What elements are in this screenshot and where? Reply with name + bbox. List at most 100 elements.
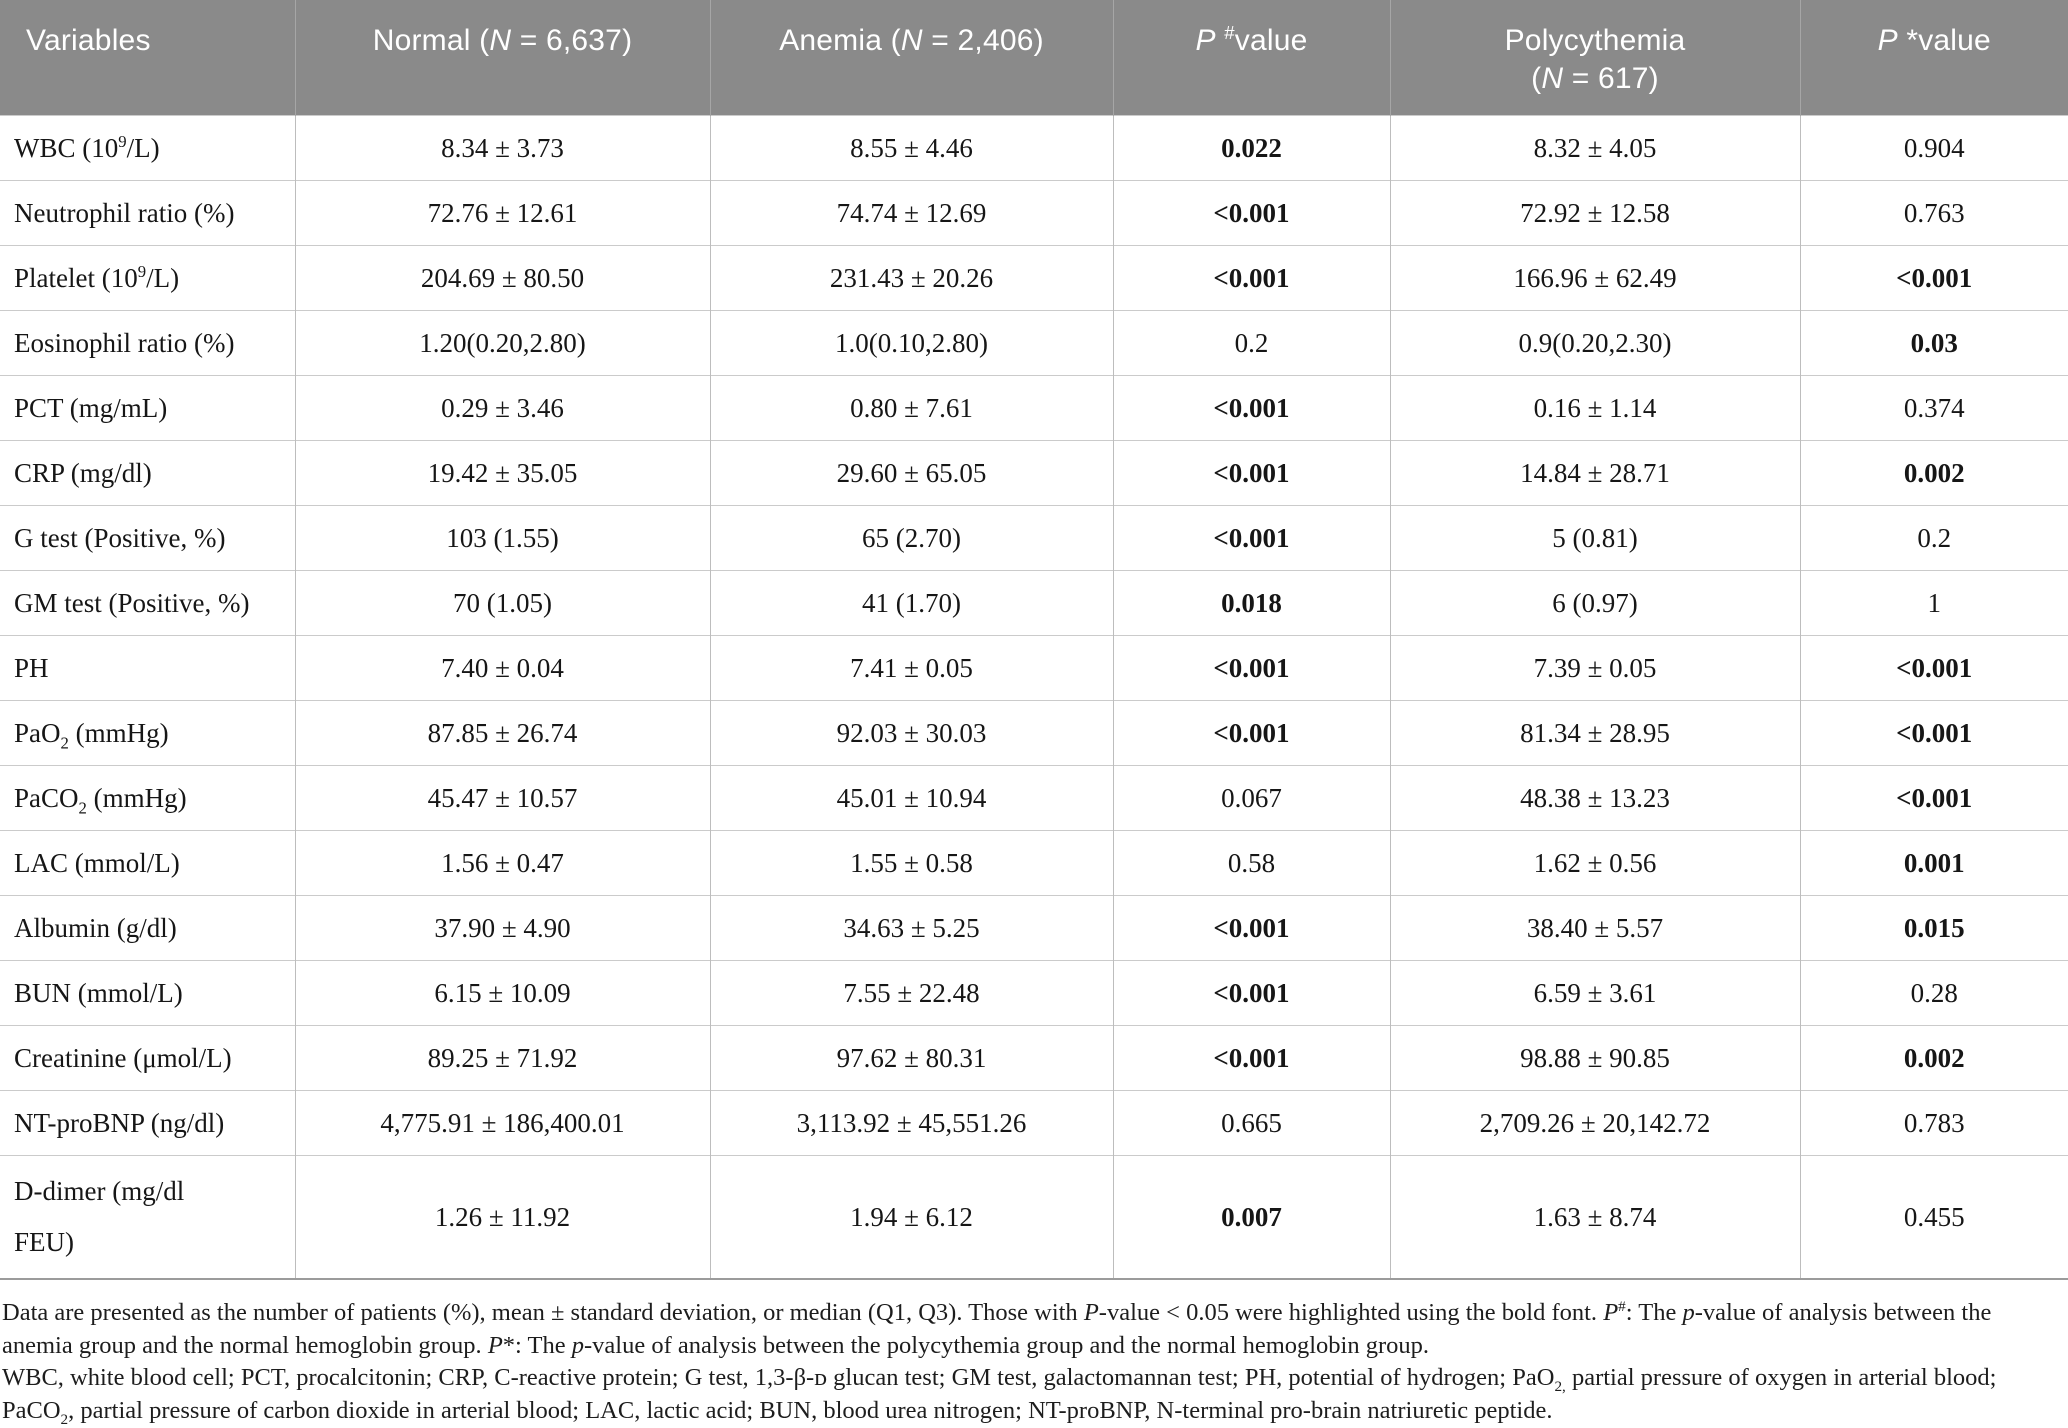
- cell-normal-group: 72.76 ± 12.61: [295, 180, 711, 246]
- cell-p-hash-value: <0.001: [1113, 700, 1391, 766]
- cell-p-hash-value: 0.007: [1113, 1155, 1391, 1279]
- cell-variables: BUN (mmol/L): [0, 960, 296, 1026]
- cell-p-star-value: 0.002: [1800, 1025, 2068, 1091]
- cell-normal-group: 37.90 ± 4.90: [295, 895, 711, 961]
- table-row: BUN (mmol/L) 6.15 ± 10.09 7.55 ± 22.48 <0.0…: [0, 960, 2068, 1026]
- cell-p-star-value: <0.001: [1800, 765, 2068, 831]
- cell-variables: D-dimer (mg/dl FEU): [0, 1155, 296, 1279]
- cell-p-star-value: 0.002: [1800, 440, 2068, 506]
- header-cell-p-star-value: P *value: [1800, 0, 2068, 116]
- cell-anemia-group: 7.55 ± 22.48: [710, 960, 1114, 1026]
- cell-variables: NT-proBNP (ng/dl): [0, 1090, 296, 1156]
- cell-p-hash-value: <0.001: [1113, 895, 1391, 961]
- footnote-paragraph-1: Data are presented as the number of pati…: [2, 1297, 1992, 1359]
- cell-variables: PaO2 (mmHg): [0, 700, 296, 766]
- cell-p-hash-value: 0.2: [1113, 310, 1391, 376]
- cell-polycythemia-group: 0.16 ± 1.14: [1390, 375, 1801, 441]
- cell-anemia-group: 34.63 ± 5.25: [710, 895, 1114, 961]
- table-row: G test (Positive, %) 103 (1.55) 65 (2.70) <…: [0, 505, 2068, 571]
- cell-variables: PH: [0, 635, 296, 701]
- cell-p-hash-value: <0.001: [1113, 505, 1391, 571]
- table-row: PaO2 (mmHg) 87.85 ± 26.74 92.03 ± 30.03 <0.…: [0, 700, 2068, 766]
- table-row: PaCO2 (mmHg) 45.47 ± 10.57 45.01 ± 10.94 0.…: [0, 765, 2068, 831]
- table-row: WBC (109/L) 8.34 ± 3.73 8.55 ± 4.46 0.022 8.…: [0, 115, 2068, 181]
- table-row: PH 7.40 ± 0.04 7.41 ± 0.05 <0.001 7.39 ± 0.0…: [0, 635, 2068, 701]
- cell-variables: PaCO2 (mmHg): [0, 765, 296, 831]
- cell-variables: GM test (Positive, %): [0, 570, 296, 636]
- table-row: NT-proBNP (ng/dl) 4,775.91 ± 186,400.01 3,…: [0, 1090, 2068, 1156]
- cell-anemia-group: 0.80 ± 7.61: [710, 375, 1114, 441]
- cell-anemia-group: 41 (1.70): [710, 570, 1114, 636]
- cell-variables: Platelet (109/L): [0, 245, 296, 311]
- cell-p-star-value: 0.763: [1800, 180, 2068, 246]
- cell-p-star-value: 0.904: [1800, 115, 2068, 181]
- cell-variables: CRP (mg/dl): [0, 440, 296, 506]
- cell-p-star-value: 0.455: [1800, 1155, 2068, 1279]
- table-row: Albumin (g/dl) 37.90 ± 4.90 34.63 ± 5.25 <0…: [0, 895, 2068, 961]
- cell-variables: Creatinine (μmol/L): [0, 1025, 296, 1091]
- cell-anemia-group: 3,113.92 ± 45,551.26: [710, 1090, 1114, 1156]
- header-row: Variables Normal (N = 6,637) Anemia (N = 2…: [0, 0, 2068, 116]
- table-row: LAC (mmol/L) 1.56 ± 0.47 1.55 ± 0.58 0.58 1.…: [0, 830, 2068, 896]
- cell-polycythemia-group: 0.9(0.20,2.30): [1390, 310, 1801, 376]
- cell-p-hash-value: <0.001: [1113, 1025, 1391, 1091]
- cell-p-hash-value: 0.022: [1113, 115, 1391, 181]
- table-footnotes: Data are presented as the number of pati…: [0, 1280, 2068, 1427]
- table-row: CRP (mg/dl) 19.42 ± 35.05 29.60 ± 65.05 <0.…: [0, 440, 2068, 506]
- cell-p-star-value: 1: [1800, 570, 2068, 636]
- cell-variables: Eosinophil ratio (%): [0, 310, 296, 376]
- cell-p-hash-value: 0.067: [1113, 765, 1391, 831]
- cell-polycythemia-group: 1.63 ± 8.74: [1390, 1155, 1801, 1279]
- cell-polycythemia-group: 166.96 ± 62.49: [1390, 245, 1801, 311]
- cell-variables: PCT (mg/mL): [0, 375, 296, 441]
- cell-p-star-value: 0.015: [1800, 895, 2068, 961]
- header-cell-p-hash-value: P #value: [1113, 0, 1391, 116]
- cell-p-star-value: 0.374: [1800, 375, 2068, 441]
- table-row: Neutrophil ratio (%) 72.76 ± 12.61 74.74 ±…: [0, 180, 2068, 246]
- cell-anemia-group: 45.01 ± 10.94: [710, 765, 1114, 831]
- cell-anemia-group: 1.94 ± 6.12: [710, 1155, 1114, 1279]
- cell-polycythemia-group: 8.32 ± 4.05: [1390, 115, 1801, 181]
- cell-polycythemia-group: 81.34 ± 28.95: [1390, 700, 1801, 766]
- cell-polycythemia-group: 1.62 ± 0.56: [1390, 830, 1801, 896]
- cell-p-star-value: 0.28: [1800, 960, 2068, 1026]
- cell-variables: G test (Positive, %): [0, 505, 296, 571]
- cell-p-star-value: <0.001: [1800, 700, 2068, 766]
- cell-p-star-value: 0.001: [1800, 830, 2068, 896]
- table-body: WBC (109/L) 8.34 ± 3.73 8.55 ± 4.46 0.022 8.…: [0, 115, 2068, 1279]
- cell-anemia-group: 1.55 ± 0.58: [710, 830, 1114, 896]
- cell-normal-group: 70 (1.05): [295, 570, 711, 636]
- cell-anemia-group: 92.03 ± 30.03: [710, 700, 1114, 766]
- cell-normal-group: 4,775.91 ± 186,400.01: [295, 1090, 711, 1156]
- cell-p-hash-value: 0.58: [1113, 830, 1391, 896]
- cell-p-star-value: 0.783: [1800, 1090, 2068, 1156]
- cell-normal-group: 19.42 ± 35.05: [295, 440, 711, 506]
- cell-p-hash-value: <0.001: [1113, 960, 1391, 1026]
- cell-normal-group: 87.85 ± 26.74: [295, 700, 711, 766]
- table-row: GM test (Positive, %) 70 (1.05) 41 (1.70) 0…: [0, 570, 2068, 636]
- cell-polycythemia-group: 98.88 ± 90.85: [1390, 1025, 1801, 1091]
- cell-normal-group: 103 (1.55): [295, 505, 711, 571]
- cell-polycythemia-group: 7.39 ± 0.05: [1390, 635, 1801, 701]
- cell-p-hash-value: <0.001: [1113, 375, 1391, 441]
- cell-p-hash-value: 0.018: [1113, 570, 1391, 636]
- cell-p-star-value: 0.03: [1800, 310, 2068, 376]
- cell-p-star-value: 0.2: [1800, 505, 2068, 571]
- cell-polycythemia-group: 14.84 ± 28.71: [1390, 440, 1801, 506]
- cell-normal-group: 45.47 ± 10.57: [295, 765, 711, 831]
- cell-polycythemia-group: 38.40 ± 5.57: [1390, 895, 1801, 961]
- cell-normal-group: 0.29 ± 3.46: [295, 375, 711, 441]
- cell-anemia-group: 7.41 ± 0.05: [710, 635, 1114, 701]
- cell-variables: Albumin (g/dl): [0, 895, 296, 961]
- table-row: D-dimer (mg/dl FEU) 1.26 ± 11.92 1.94 ± 6.1…: [0, 1155, 2068, 1279]
- table-row: Eosinophil ratio (%) 1.20(0.20,2.80) 1.0(0…: [0, 310, 2068, 376]
- cell-normal-group: 7.40 ± 0.04: [295, 635, 711, 701]
- header-cell-polycythemia-group: Polycythemia (N = 617): [1390, 0, 1801, 116]
- cell-normal-group: 6.15 ± 10.09: [295, 960, 711, 1026]
- header-cell-anemia-group: Anemia (N = 2,406): [710, 0, 1114, 116]
- cell-variables: Neutrophil ratio (%): [0, 180, 296, 246]
- cell-polycythemia-group: 6.59 ± 3.61: [1390, 960, 1801, 1026]
- cell-anemia-group: 8.55 ± 4.46: [710, 115, 1114, 181]
- cell-polycythemia-group: 2,709.26 ± 20,142.72: [1390, 1090, 1801, 1156]
